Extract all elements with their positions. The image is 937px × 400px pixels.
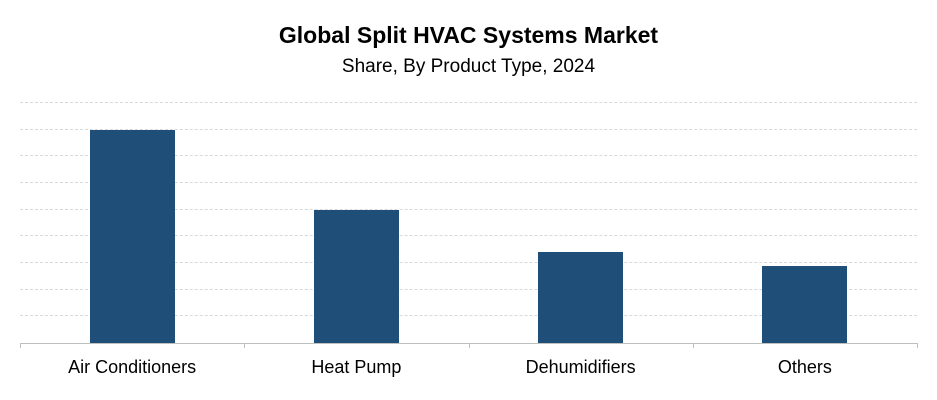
gridline — [20, 155, 917, 157]
x-axis-tick — [244, 343, 246, 348]
x-axis-tick — [468, 343, 470, 348]
x-axis-tick — [917, 343, 918, 348]
x-axis-labels: Air Conditioners Heat Pump Dehumidifiers… — [20, 357, 917, 378]
x-axis-tick — [692, 343, 694, 348]
x-axis-label: Dehumidifiers — [525, 357, 636, 377]
x-axis-label: Air Conditioners — [68, 357, 197, 377]
bar-others — [762, 265, 848, 343]
gridline — [20, 288, 917, 290]
x-axis-label: Heat Pump — [311, 357, 402, 377]
chart-title: Global Split HVAC Systems Market — [278, 22, 659, 48]
gridline — [20, 235, 917, 237]
gridline — [20, 102, 917, 103]
bar-column — [693, 103, 917, 343]
chart-subtitle: Share, By Product Type, 2024 — [341, 56, 596, 77]
bar-column — [469, 103, 693, 343]
x-axis-tick — [20, 343, 21, 348]
bar-air-conditioners — [89, 129, 175, 343]
gridline — [20, 262, 917, 264]
plot-area — [20, 102, 918, 348]
bar-column — [244, 103, 468, 343]
bar-column — [20, 103, 244, 343]
bar-heat-pump — [313, 209, 399, 343]
gridline — [20, 182, 917, 183]
gridline — [20, 128, 917, 130]
gridline — [20, 315, 917, 317]
bars-group — [20, 103, 917, 343]
bar-dehumidifiers — [538, 252, 624, 343]
x-axis-label: Others — [777, 357, 832, 377]
gridline — [20, 208, 917, 210]
